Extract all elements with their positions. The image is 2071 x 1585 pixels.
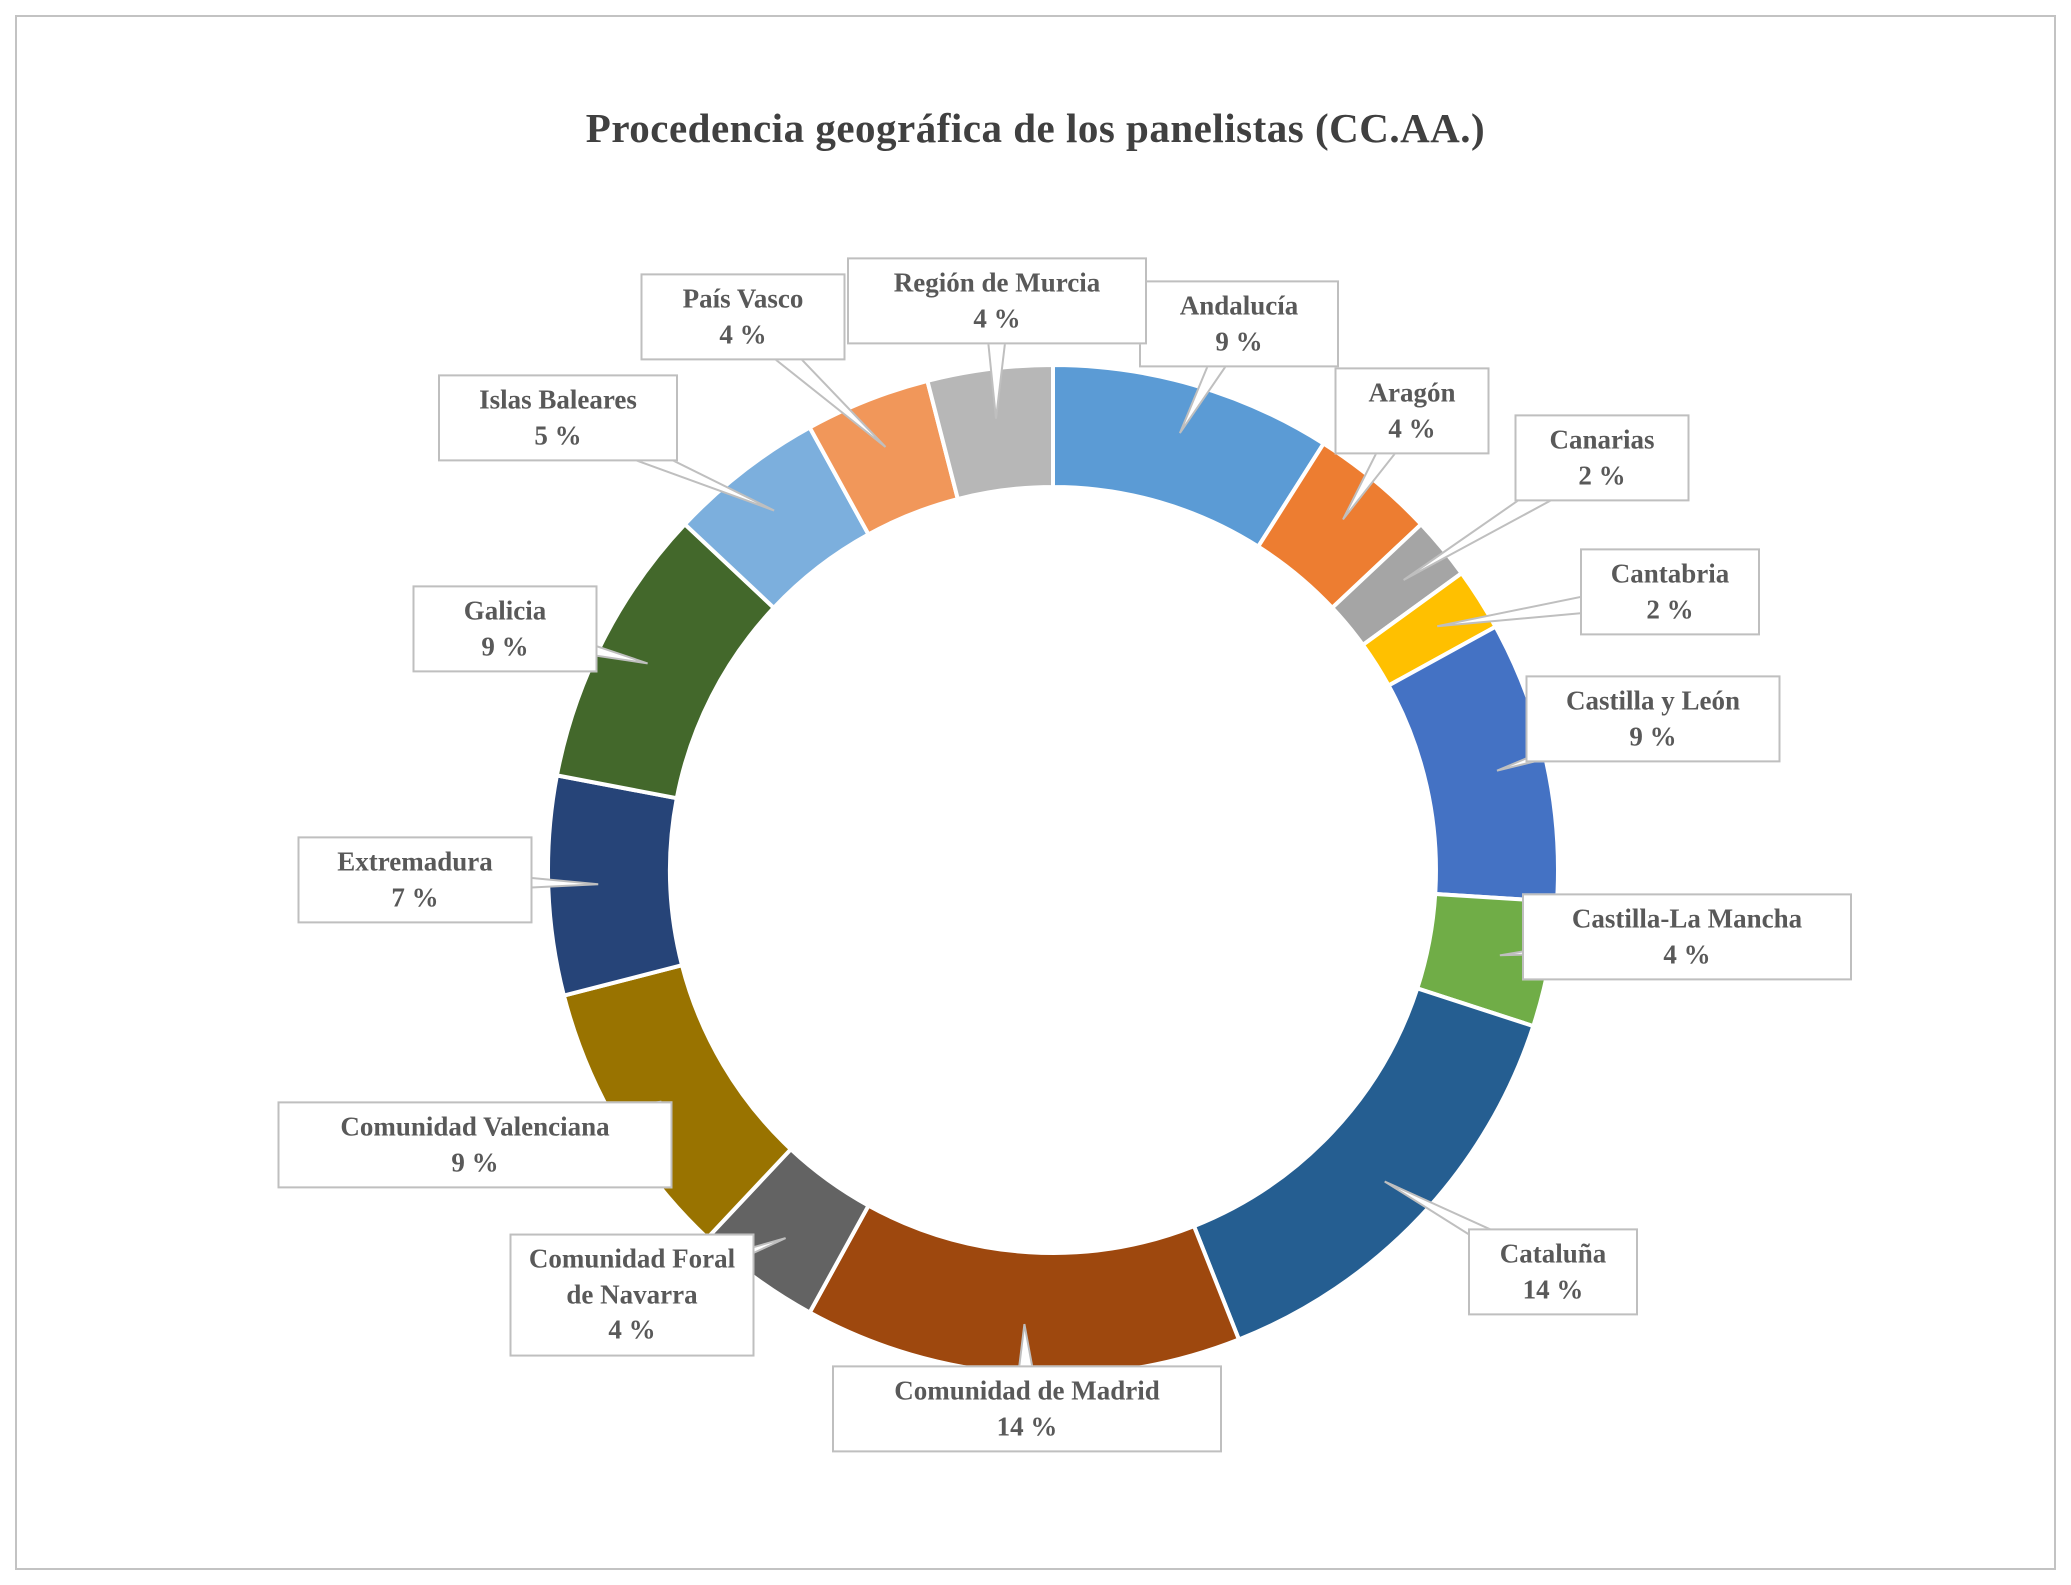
segment-region-de-murcia <box>924 362 1055 502</box>
callout-leader-cataluna <box>1384 1180 1561 1285</box>
segment-cataluna <box>1191 985 1536 1343</box>
chart-title: Procedencia geográfica de los panelistas… <box>585 105 1486 151</box>
callout-leader-canarias <box>1403 445 1611 581</box>
callout-leader-islas-baleares <box>551 404 775 512</box>
